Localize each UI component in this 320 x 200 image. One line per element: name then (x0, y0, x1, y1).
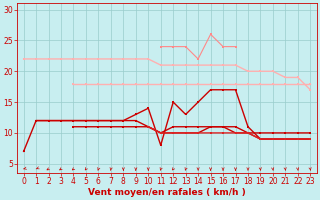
X-axis label: Vent moyen/en rafales ( km/h ): Vent moyen/en rafales ( km/h ) (88, 188, 246, 197)
